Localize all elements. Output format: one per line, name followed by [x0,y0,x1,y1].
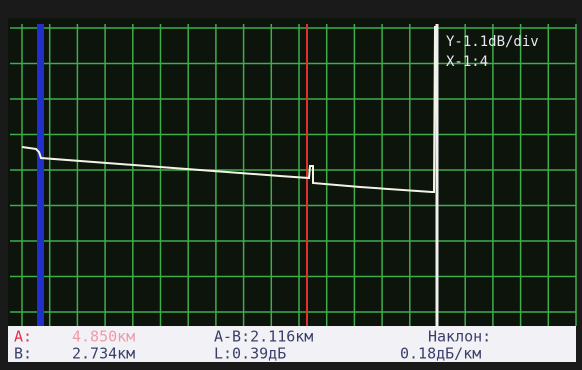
loss: L:0.39дБ [214,345,286,363]
marker-start [37,24,44,326]
b-value: 2.734км [72,345,135,363]
b-label: B: [14,345,32,363]
y-scale: Y-1.1dB/div [446,34,539,50]
trace [21,25,436,193]
slope-label: Наклон: [428,328,491,346]
display [8,18,576,362]
x-scale: X-1:4 [446,54,488,70]
readout-panel [8,326,576,362]
slope-value: 0.18дБ/км [400,345,481,363]
a-b-distance: A-B:2.116км [214,328,313,346]
a-value: 4.850км [72,328,135,346]
a-label: A: [14,328,32,346]
